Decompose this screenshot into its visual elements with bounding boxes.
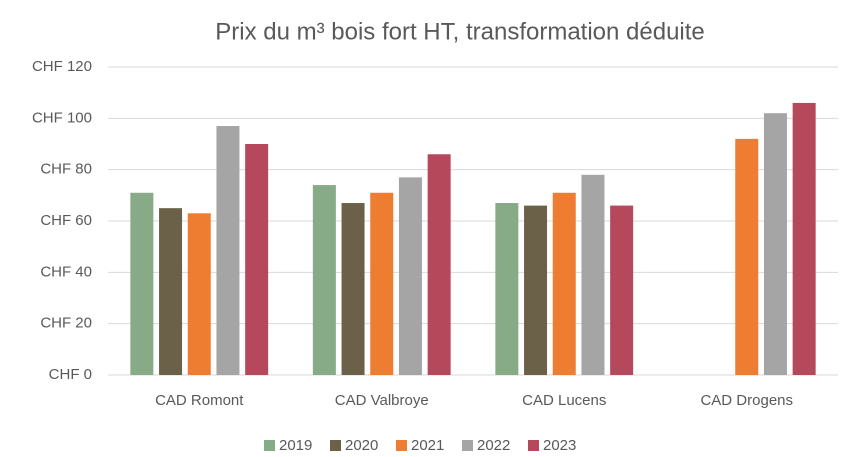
- bar: [187, 213, 211, 375]
- bar: [735, 138, 759, 375]
- bar: [495, 203, 519, 375]
- legend-swatch: [528, 440, 539, 451]
- legend-label: 2023: [543, 437, 576, 454]
- bar: [341, 203, 365, 375]
- x-tick-label: CAD Drogens: [700, 392, 793, 409]
- y-tick-label: CHF 60: [40, 212, 92, 229]
- bar: [370, 192, 394, 375]
- bar: [763, 113, 787, 375]
- x-tick-label: CAD Lucens: [522, 392, 606, 409]
- bar: [427, 154, 451, 375]
- chart-title: Prix du m³ bois fort HT, transformation …: [215, 18, 705, 45]
- bar: [552, 192, 576, 375]
- legend-swatch: [396, 440, 407, 451]
- bar: [581, 174, 605, 375]
- legend-label: 2019: [279, 437, 312, 454]
- legend-label: 2022: [477, 437, 510, 454]
- bar: [610, 205, 634, 375]
- legend-swatch: [264, 440, 275, 451]
- bar: [398, 177, 422, 375]
- legend-label: 2020: [345, 437, 378, 454]
- bar: [524, 205, 548, 375]
- bar: [245, 144, 269, 375]
- x-tick-label: CAD Romont: [155, 392, 244, 409]
- legend-swatch: [330, 440, 341, 451]
- x-tick-label: CAD Valbroye: [335, 392, 429, 409]
- bar: [216, 126, 240, 376]
- y-tick-label: CHF 120: [32, 58, 92, 75]
- y-tick-label: CHF 40: [40, 263, 92, 280]
- y-tick-label: CHF 0: [49, 366, 92, 383]
- bar: [312, 185, 336, 375]
- bar: [792, 102, 816, 375]
- legend-swatch: [462, 440, 473, 451]
- y-tick-label: CHF 80: [40, 161, 92, 178]
- y-tick-label: CHF 20: [40, 315, 92, 332]
- y-tick-label: CHF 100: [32, 109, 92, 126]
- bar: [159, 208, 183, 375]
- legend-label: 2021: [411, 437, 444, 454]
- bar: [130, 192, 154, 375]
